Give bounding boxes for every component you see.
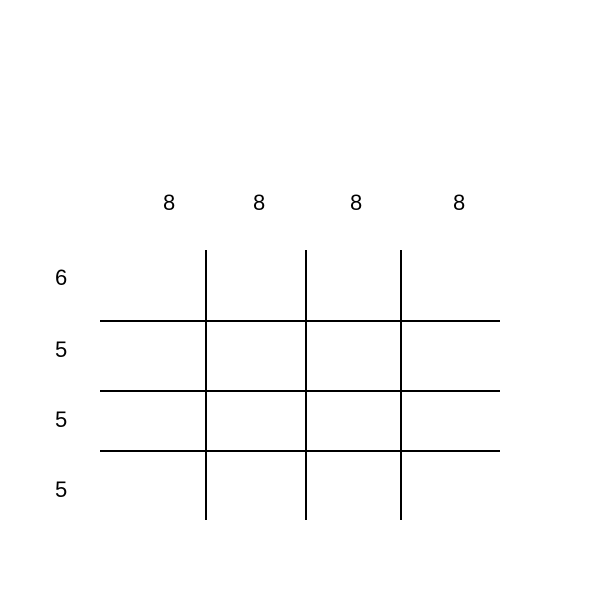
col-label-3: 8 [350, 190, 362, 216]
row-label-4: 5 [55, 477, 67, 503]
col-label-2: 8 [253, 190, 265, 216]
grid-diagram: 8 8 8 8 6 5 5 5 [0, 0, 600, 600]
row-label-1: 6 [55, 265, 67, 291]
horizontal-line-1 [100, 320, 500, 322]
horizontal-line-2 [100, 390, 500, 392]
vertical-line-2 [305, 250, 307, 520]
row-label-2: 5 [55, 337, 67, 363]
horizontal-line-3 [100, 450, 500, 452]
vertical-line-1 [205, 250, 207, 520]
col-label-1: 8 [163, 190, 175, 216]
vertical-line-3 [400, 250, 402, 520]
row-label-3: 5 [55, 407, 67, 433]
col-label-4: 8 [453, 190, 465, 216]
